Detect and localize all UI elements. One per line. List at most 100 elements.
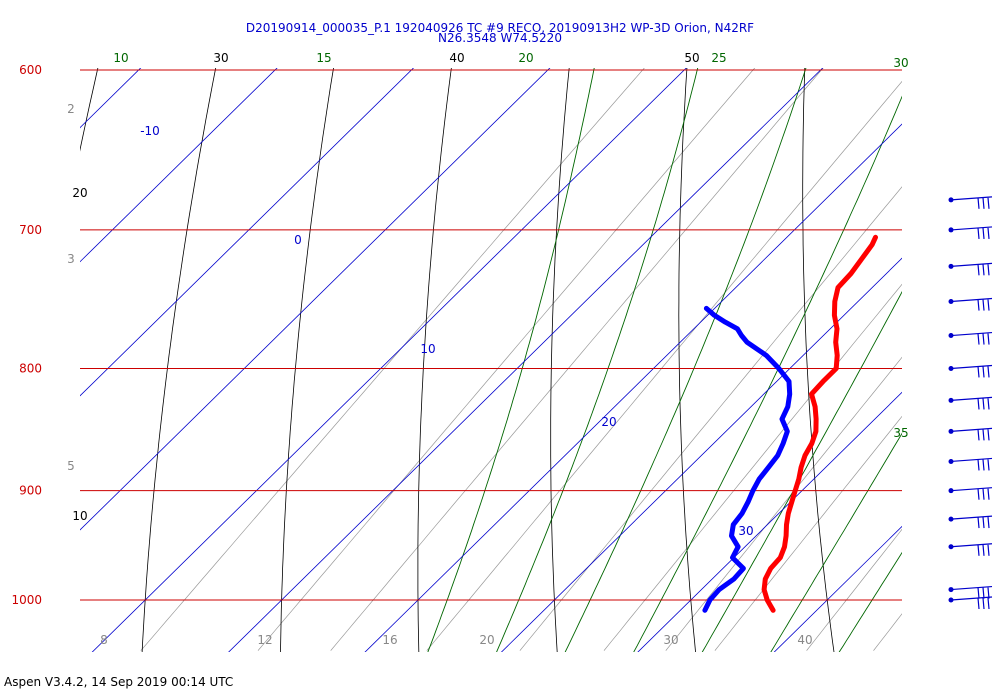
wind-barb xyxy=(948,487,993,500)
wind-barb-flag xyxy=(977,366,980,378)
wind-barb xyxy=(948,596,993,610)
wind-barb-shaft xyxy=(950,457,993,463)
wind-barb-shaft xyxy=(950,427,993,432)
moist-adiabat-line xyxy=(496,68,699,652)
wind-barb-flag xyxy=(987,459,990,471)
wind-barb-shaft xyxy=(950,226,993,231)
wind-barb-flag xyxy=(982,587,985,599)
isotherm-line xyxy=(364,123,902,652)
dry-adiabat-line xyxy=(802,68,835,652)
mixing-ratio-label: 3 xyxy=(67,252,75,266)
wind-barb-flag xyxy=(987,429,990,441)
wind-barb-flag xyxy=(977,299,980,311)
moist-adiabat-label: 20 xyxy=(518,51,533,65)
wind-barb-flag xyxy=(987,517,990,529)
wind-barb-flag xyxy=(987,227,990,239)
wind-barb-flag xyxy=(982,227,985,239)
footer-text: Aspen V3.4.2, 14 Sep 2019 00:14 UTC xyxy=(4,675,234,689)
mixing-ratio-label: 2 xyxy=(67,102,75,116)
dry-adiabat-label: 10 xyxy=(72,509,87,523)
wind-barb-flag xyxy=(982,398,985,410)
mixing-ratio-line xyxy=(426,80,902,651)
wind-barb-flag xyxy=(977,429,980,441)
moist-adiabat-line xyxy=(838,551,902,652)
chart-title: D20190914_000035_P.1 192040926 TC #9 REC… xyxy=(245,21,755,35)
isotherm-line xyxy=(91,68,687,652)
wind-barb-flag xyxy=(982,597,985,610)
wind-barb-flag xyxy=(982,197,985,209)
dry-adiabat-line xyxy=(80,68,99,152)
isotherm-line xyxy=(902,0,1000,660)
wind-barb-shaft xyxy=(950,543,993,548)
wind-barb-flag xyxy=(987,333,990,345)
mixing-ratio-line xyxy=(330,68,824,651)
wind-barb xyxy=(948,585,993,599)
wind-barb-flag xyxy=(977,264,980,276)
wind-barb xyxy=(948,262,993,276)
dry-adiabat-line xyxy=(280,68,334,652)
isotherm-line xyxy=(80,68,278,263)
isotherm-line xyxy=(228,68,824,652)
wind-barb-flag xyxy=(977,587,980,599)
dry-adiabat-label: 30 xyxy=(213,51,228,65)
wind-barb-flag xyxy=(982,488,985,500)
wind-barb xyxy=(948,331,993,345)
wind-barb xyxy=(948,543,993,556)
dry-adiabat-line xyxy=(923,0,974,660)
isobar-label: 800 xyxy=(19,361,42,375)
wind-barb-flag xyxy=(982,366,985,378)
isotherm-label: 0 xyxy=(294,233,302,247)
axis-labels: 600 700 800 900 1000 -10 0 10 20 30 10 20 30 40 50 10 15… xyxy=(11,51,908,647)
isotherm-label: 30 xyxy=(738,524,753,538)
isobar-label: 900 xyxy=(19,484,42,498)
moist-adiabat-line xyxy=(427,68,595,652)
wind-barb-flag xyxy=(977,544,980,556)
isotherm-line xyxy=(773,525,902,652)
wind-barb-flag xyxy=(982,299,985,311)
mixing-ratio-label: 30 xyxy=(663,633,678,647)
isotherm-label: 20 xyxy=(601,415,616,429)
sounding-profiles xyxy=(702,234,878,613)
wind-barb-flag xyxy=(982,459,985,471)
wind-barb-flag xyxy=(987,488,990,500)
isobar-lines xyxy=(80,69,902,601)
isotherm-line xyxy=(500,257,902,652)
moist-adiabat-line xyxy=(902,0,1000,660)
dry-adiabat-label: 20 xyxy=(72,186,87,200)
isotherm-line xyxy=(80,68,415,397)
mixing-ratio-label: 5 xyxy=(67,459,75,473)
wind-barb-flag xyxy=(987,366,990,378)
isobar-label: 700 xyxy=(19,223,42,237)
wind-barb xyxy=(948,196,993,209)
wind-barb-flag xyxy=(977,517,980,529)
dry-adiabat-line xyxy=(417,68,452,652)
wind-barb-shaft xyxy=(950,596,993,601)
wind-barb-flag xyxy=(987,597,990,610)
wind-barb-flag xyxy=(982,264,985,276)
moist-adiabat-label: 25 xyxy=(711,51,726,65)
dry-adiabat-line xyxy=(678,68,696,652)
moist-adiabat-label: 15 xyxy=(316,51,331,65)
wind-barb-flag xyxy=(977,459,980,471)
wind-barb xyxy=(948,457,993,471)
mixing-ratio-line xyxy=(140,68,645,651)
mixing-ratio-label: 40 xyxy=(797,633,812,647)
wind-barb-shaft xyxy=(950,297,993,303)
wind-barb xyxy=(948,226,993,239)
chart-subtitle: N26.3548 W74.5220 xyxy=(438,31,562,45)
wind-barb-flag xyxy=(987,197,990,209)
mixing-ratio-line xyxy=(714,415,902,651)
temperature-trace xyxy=(761,234,878,613)
wind-barb xyxy=(948,396,993,410)
wind-barb-flag xyxy=(987,544,990,556)
wind-barb xyxy=(948,427,993,441)
dry-adiabat-line xyxy=(0,0,4,660)
wind-barb-flag xyxy=(977,227,980,239)
dry-adiabat-label: 40 xyxy=(449,51,464,65)
wind-barb-flag xyxy=(982,544,985,556)
mixing-ratio-line xyxy=(519,186,902,651)
wind-barb-flag xyxy=(982,333,985,345)
wind-barb xyxy=(948,297,993,311)
mixing-ratio-label: 12 xyxy=(257,633,272,647)
